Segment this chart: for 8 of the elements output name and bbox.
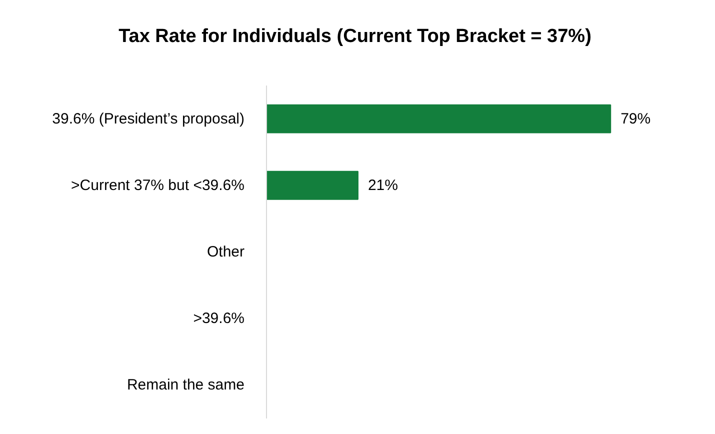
y-tick-label: >Current 37% but <39.6% bbox=[71, 176, 245, 194]
y-tick-label: >39.6% bbox=[193, 310, 245, 328]
chart-title: Tax Rate for Individuals (Current Top Bracket = 37%) bbox=[118, 25, 592, 49]
y-tick-label: Other bbox=[206, 244, 245, 260]
y-tick-label: Remain the same bbox=[126, 376, 245, 394]
y-tick-label: 39.6% (President’s proposal) bbox=[52, 110, 245, 128]
data-label: 21% bbox=[368, 176, 398, 194]
data-label: 79% bbox=[620, 110, 651, 128]
